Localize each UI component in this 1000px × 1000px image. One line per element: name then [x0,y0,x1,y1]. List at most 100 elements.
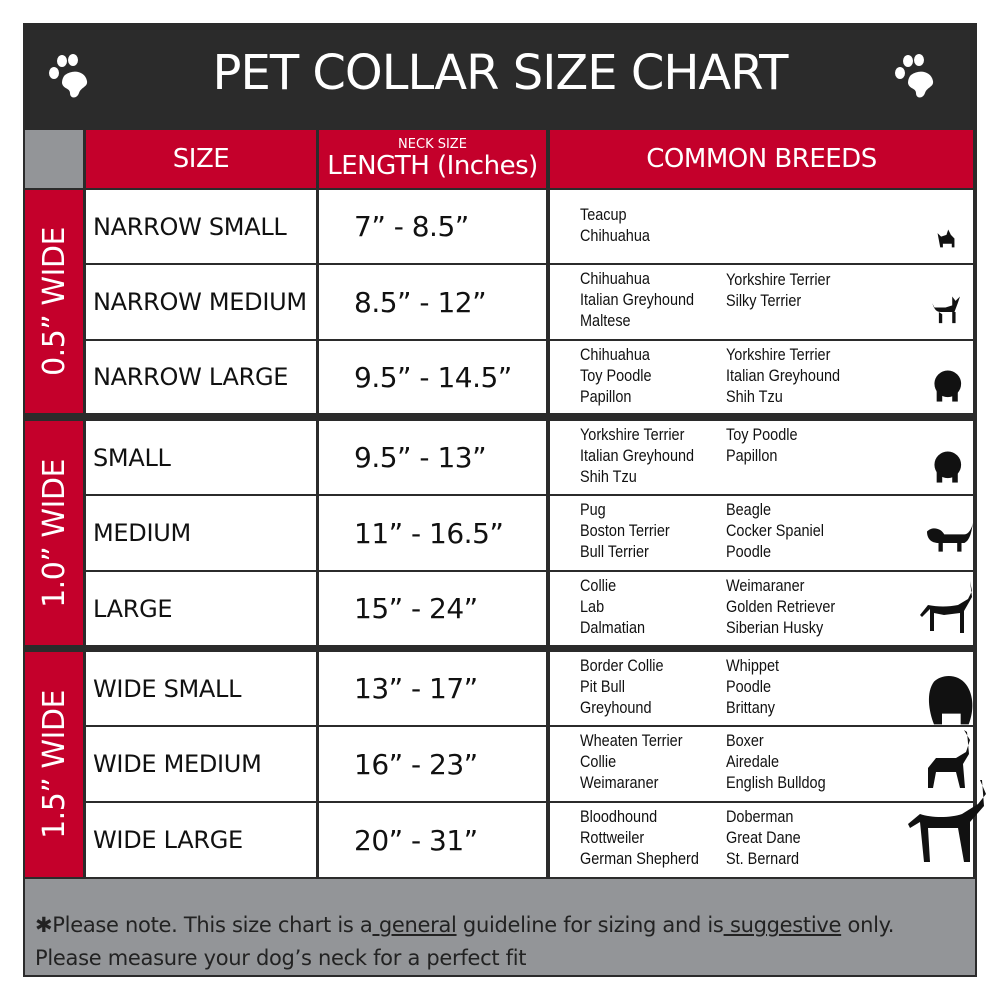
breeds-cell: Teacup Chihuahua [550,190,973,263]
breed-name: Doberman [726,807,794,826]
breed-name: Airedale [726,752,780,771]
breed-column: Toy Poodle Papillon [726,424,896,466]
header-breeds: COMMON BREEDS [550,130,973,188]
note-line2: Please measure your dog’s neck for a per… [35,946,527,970]
length-cell: 20” - 31” [319,803,546,877]
breed-column: Chihuahua Toy Poodle Papillon [580,344,750,407]
footer-note: ✱Please note. This size chart is a gener… [25,879,975,975]
breed-column: Boxer Airedale English Bulldog [726,730,896,793]
breed-name: Collie [580,752,617,771]
breed-column: Yorkshire Terrier Italian Greyhound Shih T… [726,344,896,407]
breeds-cell: Wheaten Terrier Collie Weimaraner Boxer Aire… [550,727,973,801]
breed-column: Chihuahua Italian Greyhound Maltese [580,268,750,331]
breed-column: Doberman Great Dane St. Bernard [726,806,896,869]
group-label: 1.0” WIDE [25,421,83,645]
breed-name: Wheaten Terrier [580,731,683,750]
pitbull-dog-icon [928,730,970,788]
note-text: only. [841,913,895,937]
group-label-text: 1.0” WIDE [36,458,72,608]
breed-name: Chihuahua [580,269,650,288]
page-title: PET COLLAR SIZE CHART [212,45,789,101]
header-size-label: SIZE [172,144,230,174]
header-length: NECK SIZE LENGTH (Inches) [319,130,546,188]
breed-name: Silky Terrier [726,291,802,310]
length-cell: 7” - 8.5” [319,190,546,263]
pomeranian-dog-icon [934,370,962,402]
breed-column: Yorkshire Terrier Silky Terrier [726,269,896,311]
size-cell: LARGE [86,572,316,645]
doberman-dog-icon [908,780,986,862]
length-cell: 8.5” - 12” [319,265,546,339]
breeds-cell: Collie Lab Dalmatian Weimaraner Golden Retri… [550,572,973,645]
breed-column: Collie Lab Dalmatian [580,575,750,638]
group-label-text: 0.5” WIDE [36,227,72,376]
breed-name: Bloodhound [580,807,658,826]
breed-name: Poodle [726,542,771,561]
breeds-cell: Chihuahua Italian Greyhound Maltese Yorkshi… [550,265,973,339]
breed-name: Whippet [726,656,780,675]
note-underlined: general [372,913,457,937]
breed-column: Teacup Chihuahua [580,204,750,246]
breed-name: Pit Bull [580,677,625,696]
breed-name: Weimaraner [580,773,659,792]
bulldog-dog-icon [928,675,973,725]
group-label: 0.5” WIDE [25,190,83,413]
note-text: ✱Please note. This size chart is a [35,913,373,937]
group-label-text: 1.5” WIDE [36,690,72,839]
breed-name: St. Bernard [726,849,800,868]
breed-name: Italian Greyhound [580,446,695,465]
breeds-cell: Border Collie Pit Bull Greyhound Whippet Poo… [550,652,973,725]
breed-column: Weimaraner Golden Retriever Siberian Husky [726,575,896,638]
shepherd-dog-icon [920,581,972,633]
breed-name: Greyhound [580,698,652,717]
size-cell: NARROW LARGE [86,341,316,413]
breed-name: English Bulldog [726,773,826,792]
breed-name: Boxer [726,731,764,750]
breed-name: Papillon [726,446,778,465]
paw-icon [895,54,934,98]
breed-name: Yorkshire Terrier [580,425,685,444]
length-cell: 11” - 16.5” [319,496,546,570]
header-breeds-label: COMMON BREEDS [646,144,877,174]
breed-name: Chihuahua [580,345,650,364]
breed-name: Weimaraner [726,576,805,595]
breed-column: Border Collie Pit Bull Greyhound [580,655,750,718]
breed-name: Cocker Spaniel [726,521,824,540]
group-label: 1.5” WIDE [25,652,83,877]
breeds-cell: Yorkshire Terrier Italian Greyhound Shih T… [550,421,973,494]
chihuahua-dog-icon [932,296,960,324]
yorkie-dog-icon [937,229,955,248]
length-cell: 16” - 23” [319,727,546,801]
header-corner [25,130,83,188]
header-size: SIZE [86,130,316,188]
size-cell: NARROW MEDIUM [86,265,316,339]
breeds-cell: Bloodhound Rottweiler German Shepherd Dober… [550,780,986,877]
breed-column: Yorkshire Terrier Italian Greyhound Shih T… [580,424,750,487]
breed-name: Italian Greyhound [726,366,841,385]
length-cell: 15” - 24” [319,572,546,645]
breed-name: Shih Tzu [580,467,637,486]
breed-name: Pug [580,500,606,519]
size-cell: SMALL [86,421,316,494]
length-cell: 9.5” - 13” [319,421,546,494]
breed-column: Whippet Poodle Brittany [726,655,896,718]
title-bar: PET COLLAR SIZE CHART [23,23,977,128]
breed-name: Italian Greyhound [580,290,695,309]
breed-name: Siberian Husky [726,618,824,637]
breed-column: Beagle Cocker Spaniel Poodle [726,499,896,562]
breed-name: Papillon [580,387,632,406]
breed-name: Poodle [726,677,771,696]
size-cell: WIDE LARGE [86,803,316,877]
breed-column: Bloodhound Rottweiler German Shepherd [580,806,750,869]
note-underlined: suggestive [723,913,842,937]
breed-column: Wheaten Terrier Collie Weimaraner [580,730,750,793]
breed-name: Toy Poodle [580,366,652,385]
breeds-cell: Pug Boston Terrier Bull Terrier Beagle Cocke… [550,496,973,570]
breed-name: Beagle [726,500,771,519]
breed-name: Yorkshire Terrier [726,270,831,289]
size-cell: WIDE MEDIUM [86,727,316,801]
breed-name: Shih Tzu [726,387,783,406]
header-length-label: LENGTH (Inches) [327,150,538,181]
breeds-cell: Chihuahua Toy Poodle Papillon Yorkshire Ter… [550,341,973,413]
breed-name: Golden Retriever [726,597,836,616]
